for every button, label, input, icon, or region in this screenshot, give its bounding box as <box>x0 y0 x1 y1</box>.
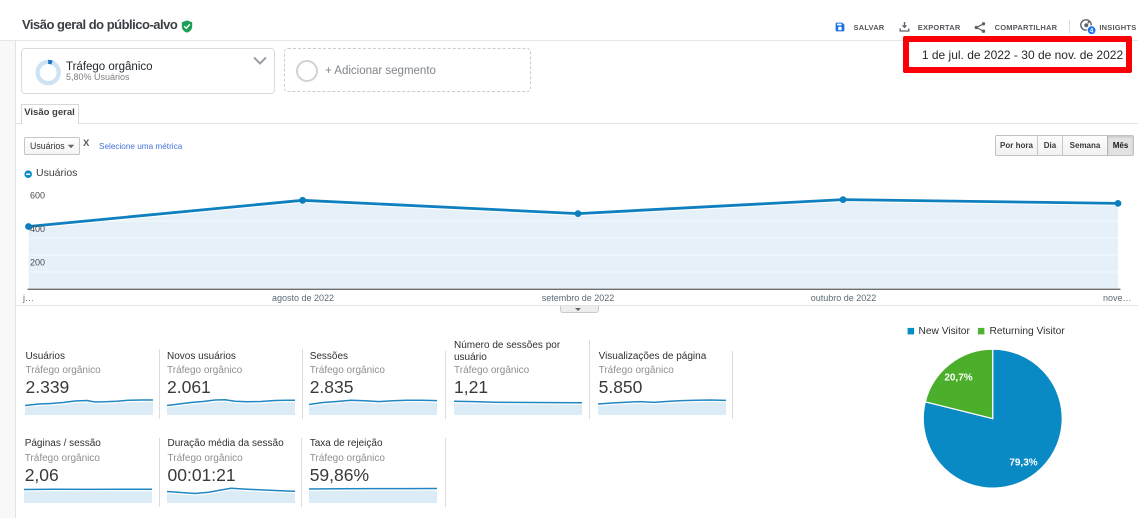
svg-text:200: 200 <box>30 257 45 267</box>
svg-text:agosto de 2022: agosto de 2022 <box>272 293 334 303</box>
svg-text:4: 4 <box>1090 28 1094 35</box>
svg-text:outubro de 2022: outubro de 2022 <box>811 293 877 303</box>
svg-text:20,7%: 20,7% <box>944 373 972 384</box>
svg-text:79,3%: 79,3% <box>1009 458 1037 469</box>
svg-text:400: 400 <box>30 224 45 234</box>
svg-text:j…: j… <box>22 293 34 303</box>
svg-text:setembro de 2022: setembro de 2022 <box>542 293 615 303</box>
svg-text:600: 600 <box>30 190 45 200</box>
svg-text:nove…: nove… <box>1103 293 1132 303</box>
